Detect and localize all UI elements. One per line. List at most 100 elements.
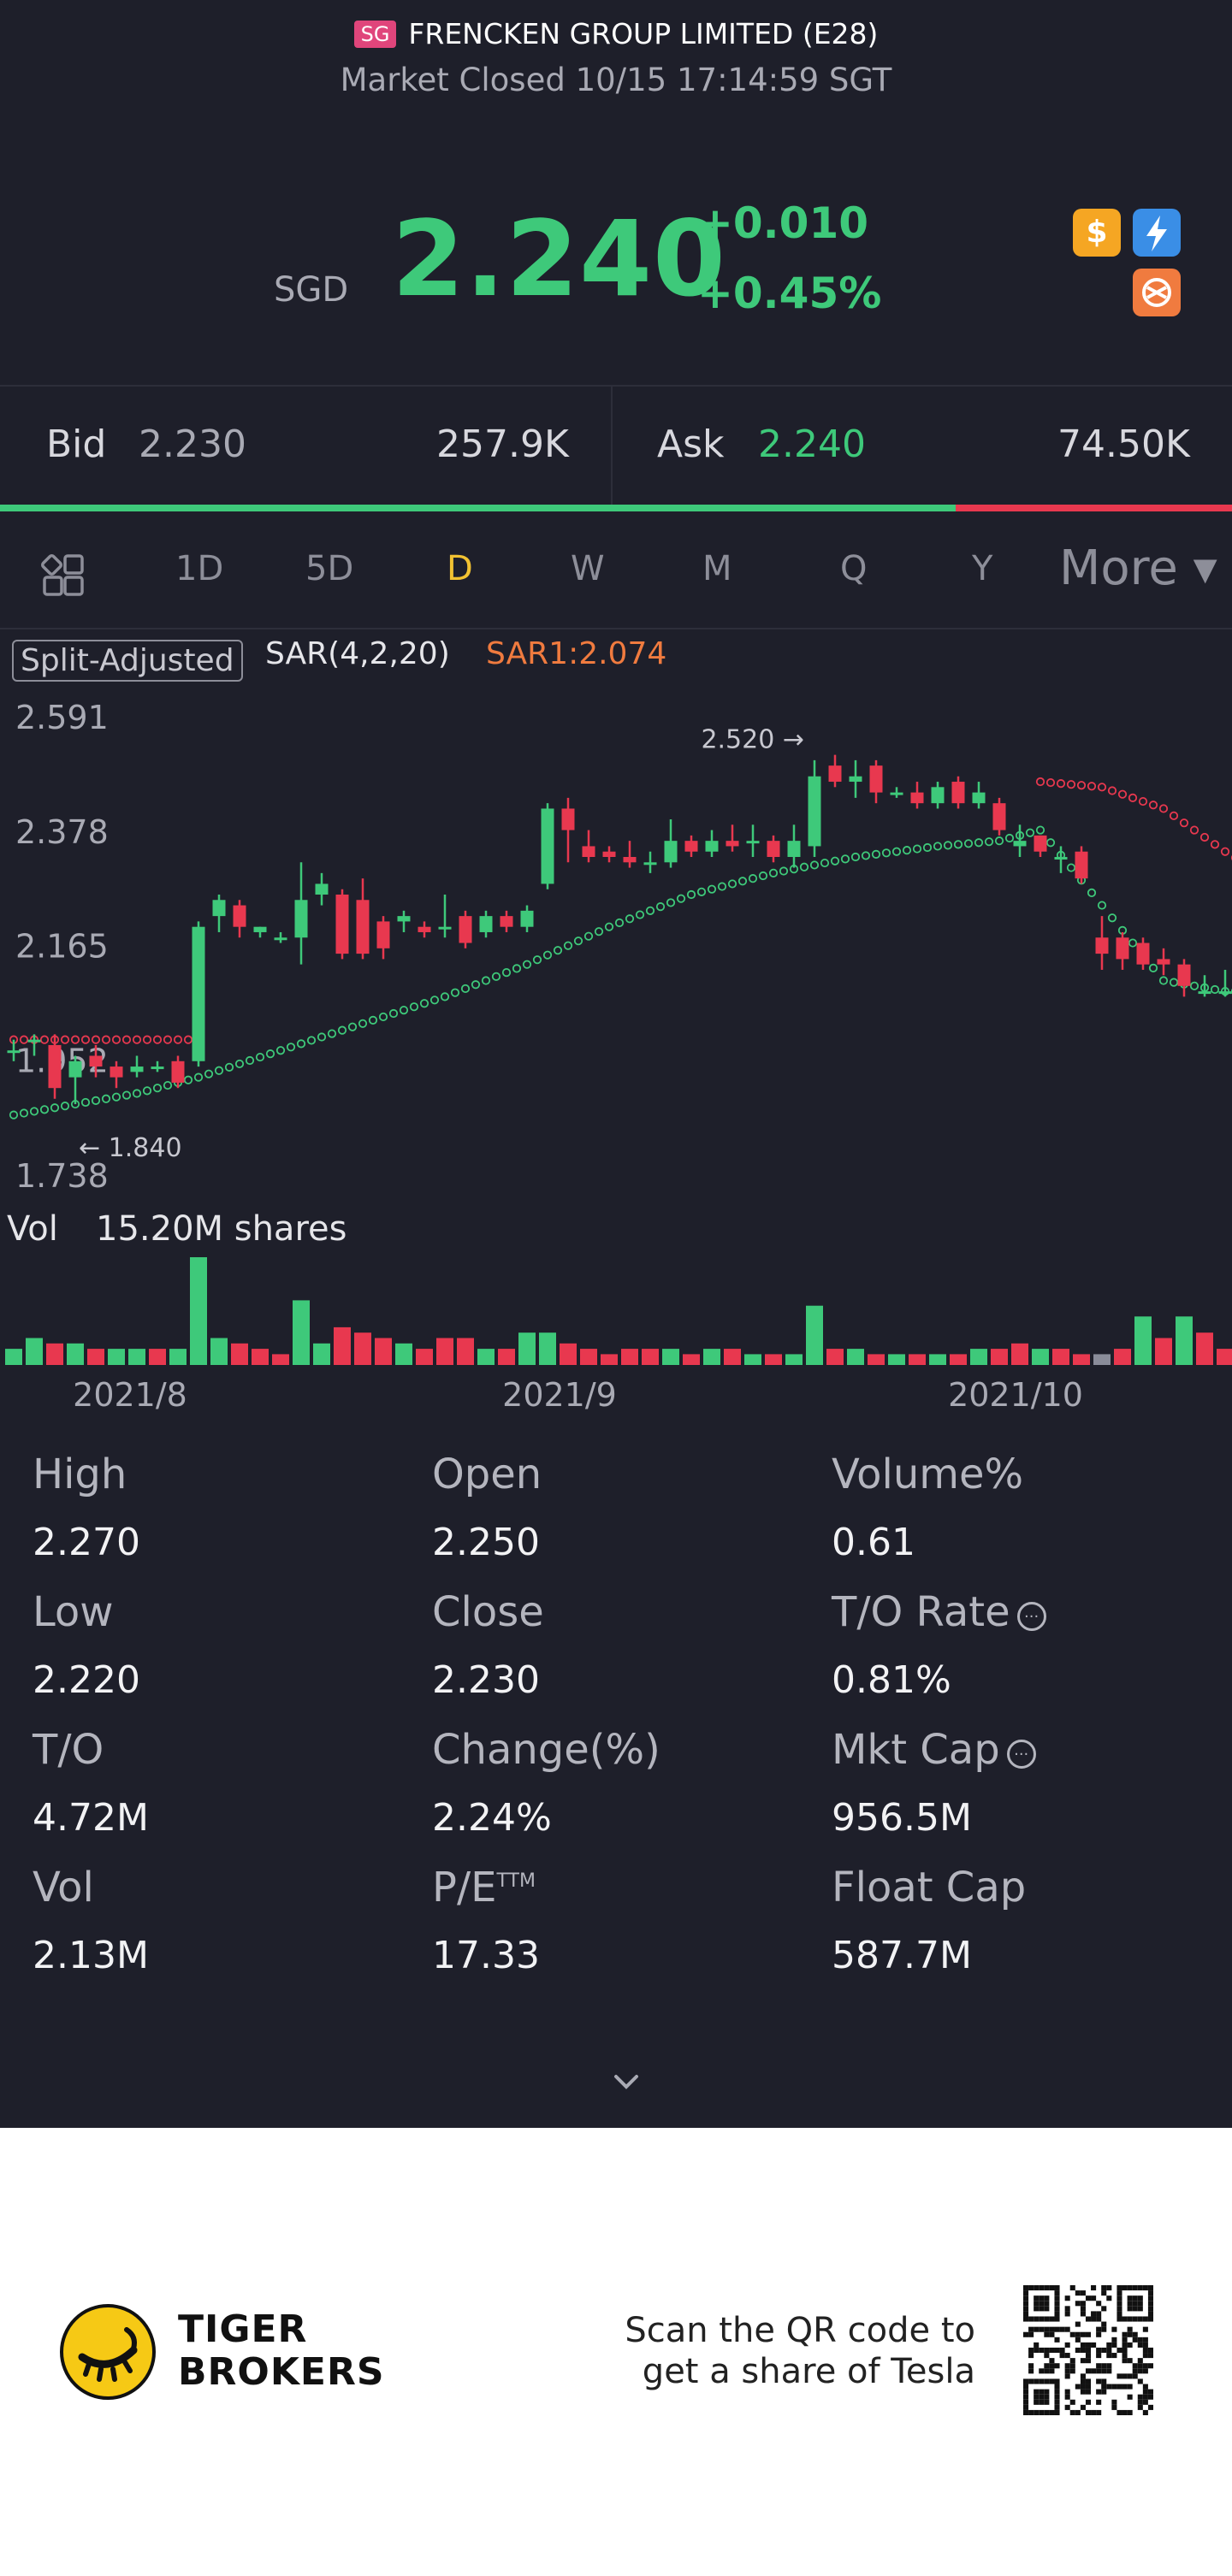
qr-module xyxy=(1137,2285,1143,2291)
sar-dot xyxy=(9,1110,19,1120)
qr-module xyxy=(1034,2326,1040,2332)
indicator-label[interactable]: SAR(4,2,20) xyxy=(265,636,450,671)
qr-module xyxy=(1039,2368,1045,2374)
volume-bar xyxy=(642,1349,659,1365)
qr-module xyxy=(1039,2285,1045,2291)
sar-dot xyxy=(666,898,676,907)
stat-value-open: 2.250 xyxy=(432,1521,540,1564)
qr-module xyxy=(1075,2331,1081,2337)
expand-chevron-icon[interactable] xyxy=(609,2065,643,2099)
qr-module xyxy=(1064,2404,1070,2410)
split-adjusted-toggle[interactable]: Split-Adjusted xyxy=(12,640,243,682)
qr-module xyxy=(1106,2347,1112,2354)
qr-module xyxy=(1034,2389,1040,2395)
qr-module xyxy=(1054,2378,1060,2384)
stat-label-float-cap: Float Cap xyxy=(832,1864,1027,1911)
tab-5d[interactable]: 5D xyxy=(305,549,354,588)
sar-dot xyxy=(1035,825,1045,835)
sar-dot xyxy=(891,847,902,856)
sar-dot xyxy=(275,1046,286,1055)
sar-dot xyxy=(286,1043,296,1052)
sar-dot xyxy=(1097,901,1107,910)
qr-module xyxy=(1116,2301,1122,2307)
qr-module xyxy=(1147,2353,1153,2359)
qr-module xyxy=(1137,2404,1143,2410)
candle-body xyxy=(294,900,308,938)
qr-module xyxy=(1028,2378,1034,2384)
qr-module xyxy=(1039,2347,1045,2354)
volume-bar xyxy=(477,1349,495,1365)
candle-body xyxy=(1116,937,1129,960)
volume-bar xyxy=(313,1343,330,1365)
sar-dot xyxy=(553,946,563,955)
volume-bar xyxy=(1032,1349,1049,1365)
candle-body xyxy=(233,905,246,927)
sar-dot xyxy=(512,964,522,973)
volume-bar xyxy=(375,1338,392,1365)
qr-module xyxy=(1127,2409,1133,2415)
tab-day[interactable]: D xyxy=(447,549,473,588)
qr-module xyxy=(1111,2337,1117,2343)
qr-module xyxy=(1085,2378,1092,2384)
qr-module xyxy=(1122,2353,1128,2359)
qr-module xyxy=(1064,2363,1070,2369)
volume-bar xyxy=(847,1349,864,1365)
tab-year[interactable]: Y xyxy=(972,549,993,588)
qr-module xyxy=(1044,2378,1050,2384)
qr-module xyxy=(1075,2347,1081,2354)
sar-dot xyxy=(922,842,933,853)
qr-module xyxy=(1111,2342,1117,2348)
grid-layout-icon[interactable] xyxy=(39,551,87,599)
currency-label: SGD xyxy=(274,270,349,310)
qr-module xyxy=(1085,2384,1092,2390)
qr-module xyxy=(1096,2389,1102,2395)
sar-dot xyxy=(163,1035,173,1044)
lightning-icon[interactable] xyxy=(1133,209,1181,257)
sar-dot xyxy=(748,874,758,883)
candle-body xyxy=(1157,959,1170,965)
sar-dot xyxy=(388,1008,399,1019)
sar-dot xyxy=(450,988,460,997)
shuffle-icon[interactable] xyxy=(1133,269,1181,316)
info-icon[interactable]: ··· xyxy=(1006,1740,1036,1769)
info-icon[interactable]: ··· xyxy=(1016,1602,1046,1631)
candle-body xyxy=(500,916,513,927)
y-tick-label: 2.165 xyxy=(15,928,109,966)
qr-module xyxy=(1039,2326,1045,2332)
stat-value-float-cap: 587.7M xyxy=(832,1934,972,1977)
qr-module xyxy=(1023,2311,1029,2317)
qr-module xyxy=(1080,2378,1086,2384)
qr-module xyxy=(1064,2353,1070,2359)
x-tick-label: 2021/10 xyxy=(948,1376,1083,1414)
volume-bar xyxy=(416,1349,433,1365)
qr-module xyxy=(1127,2326,1133,2332)
ask-label: Ask xyxy=(657,422,725,466)
qr-module xyxy=(1137,2301,1143,2307)
qr-module xyxy=(1028,2347,1034,2354)
qr-module xyxy=(1080,2347,1086,2354)
stock-name: FRENCKEN GROUP LIMITED (E28) xyxy=(408,17,879,50)
tab-1d[interactable]: 1D xyxy=(175,549,224,588)
share-footer: TIGER BROKERS Scan the QR code to get a … xyxy=(0,2128,1232,2576)
sar-dot xyxy=(29,1107,39,1116)
qr-module xyxy=(1091,2311,1097,2317)
qr-module xyxy=(1142,2285,1148,2291)
candle-body xyxy=(684,841,698,852)
qr-module xyxy=(1049,2358,1055,2364)
tab-more-dropdown[interactable]: More ▾ xyxy=(1059,541,1217,596)
qr-module xyxy=(1075,2290,1081,2296)
dollar-icon[interactable]: $ xyxy=(1073,209,1121,257)
qr-module xyxy=(1091,2342,1097,2348)
bid-ask-divider xyxy=(611,387,613,511)
qr-module xyxy=(1069,2368,1075,2374)
qr-module xyxy=(1111,2326,1117,2332)
qr-module xyxy=(1122,2373,1128,2379)
sar-dot xyxy=(80,1097,91,1108)
tab-week[interactable]: W xyxy=(571,549,605,588)
tab-month[interactable]: M xyxy=(702,549,732,588)
tab-quarter[interactable]: Q xyxy=(840,549,868,588)
qr-module xyxy=(1096,2363,1102,2369)
candle-body xyxy=(397,916,411,922)
volume-bar xyxy=(293,1300,310,1365)
